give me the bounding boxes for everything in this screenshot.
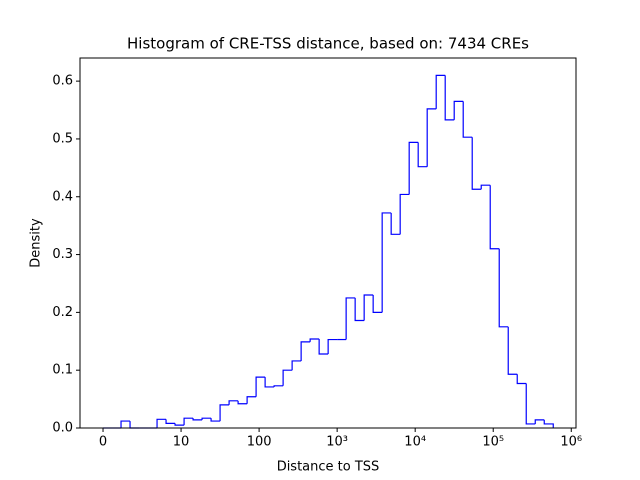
histogram-bin [498,248,509,328]
histogram-bin [219,404,230,422]
histogram-bin [426,108,437,167]
histogram-bin [399,193,410,235]
histogram-bin [480,184,491,190]
histogram-bin [462,101,473,138]
histogram-bin [444,75,455,121]
histogram-bin [408,141,419,195]
histogram-bin [282,369,293,386]
histogram-bin [192,418,203,421]
histogram-bin [390,212,401,235]
x-tick-label: 100 [247,435,272,450]
histogram-bin [183,417,194,426]
x-tick-label: 10⁵ [482,435,504,450]
histogram-bin [543,419,554,428]
y-tick-label: 0.5 [52,131,73,146]
histogram-bin [255,376,266,397]
histogram-bin [516,374,527,385]
histogram-bin [525,383,536,425]
histogram-bin [228,400,239,405]
histogram-bin [471,137,482,190]
x-tick-label: 10 [173,435,190,450]
histogram-bin [318,338,329,355]
x-tick-label: 10⁶ [560,435,582,450]
plot-frame [79,57,577,429]
histogram-bin [363,294,374,321]
histogram-bin [354,297,365,322]
histogram-bin [309,338,320,342]
y-tick-label: 0.2 [52,305,73,320]
y-axis-label: Density [29,218,44,268]
histogram-bin [237,400,248,405]
histogram-bin [174,423,185,426]
histogram-bin [300,341,311,361]
x-axis-label: Distance to TSS [277,460,380,475]
histogram-bin [534,419,545,424]
y-tick-label: 0.0 [52,421,73,436]
histogram-bin [120,420,131,428]
histogram-bin [372,295,383,313]
histogram-bin [435,74,446,109]
y-tick-label: 0.6 [52,74,73,89]
histogram-bin [381,212,392,313]
chart-title: Histogram of CRE-TSS distance, based on:… [127,35,529,53]
y-tick-label: 0.3 [52,247,73,262]
histogram-bin [291,360,302,371]
histogram-bin [453,100,464,120]
histogram-bin [273,385,284,387]
histogram-bin [345,297,356,340]
histogram-bin [327,338,338,354]
y-tick-label: 0.1 [52,363,73,378]
histogram-bin [264,377,275,388]
histogram-bin [156,418,167,428]
y-tick-label: 0.4 [52,189,73,204]
x-tick-label: 10³ [326,435,348,450]
histogram-bin [210,418,221,422]
x-tick-label: 10⁴ [404,435,426,450]
histogram-bin [246,396,257,404]
histogram-bin [507,326,518,375]
histogram-bin [489,185,500,250]
histogram-bin [165,419,176,424]
histogram-bin [201,417,212,420]
histogram-bin [417,142,428,168]
x-tick-label: 0 [99,435,107,450]
